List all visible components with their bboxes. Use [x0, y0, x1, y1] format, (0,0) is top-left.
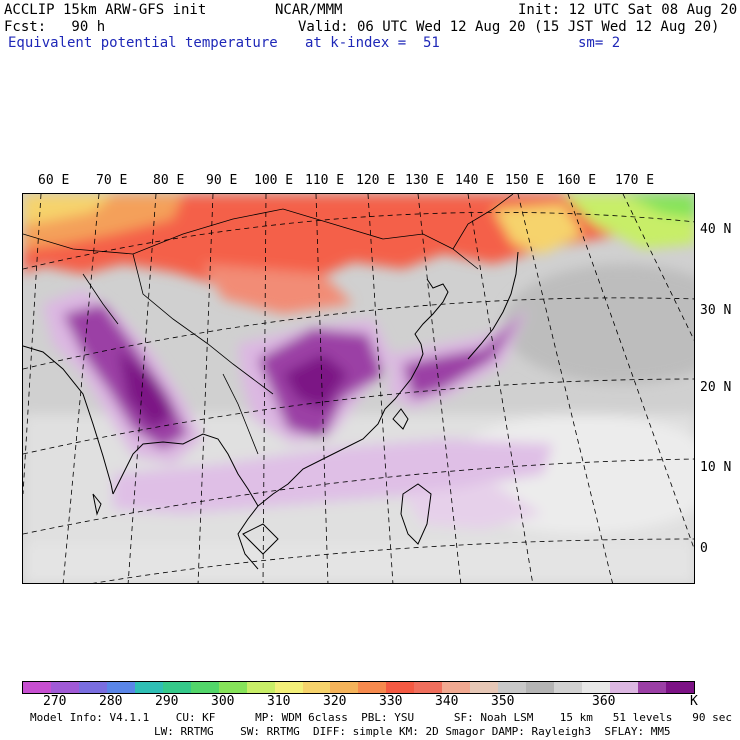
colorbar-swatch [134, 682, 163, 693]
colorbar-swatch [498, 682, 527, 693]
colorbar-swatch [665, 682, 694, 693]
colorbar-label: 340 [435, 694, 459, 709]
colorbar-label: 350 [491, 694, 515, 709]
colorbar-swatch [582, 682, 611, 693]
colorbar-swatch [50, 682, 79, 693]
valid-time: Valid: 06 UTC Wed 12 Aug 20 (15 JST Wed … [298, 19, 720, 35]
colorbar-swatch [106, 682, 135, 693]
colorbar-swatch [190, 682, 219, 693]
colorbar-unit: K [690, 694, 698, 709]
lon-label: 170 E [615, 173, 655, 188]
lon-label: 120 E [356, 173, 396, 188]
lon-label: 150 E [505, 173, 545, 188]
lat-label: 20 N [700, 380, 732, 395]
lon-label: 160 E [557, 173, 597, 188]
lat-label: 0 [700, 541, 708, 556]
lat-label: 40 N [700, 222, 732, 237]
colorbar-swatch [554, 682, 583, 693]
model-info-line1: Model Info: V4.1.1 CU: KF MP: WDM 6class… [30, 711, 732, 724]
colorbar-swatch [610, 682, 638, 693]
field-name: Equivalent potential temperature [8, 35, 278, 51]
lat-lon-grid [23, 194, 694, 583]
smoothing-label: sm= 2 [578, 35, 621, 51]
lon-label: 80 E [153, 173, 185, 188]
colorbar-swatch [442, 682, 471, 693]
lon-label: 60 E [38, 173, 70, 188]
colorbar-swatch [358, 682, 387, 693]
colorbar-label: 270 [43, 694, 67, 709]
model-title: ACCLIP 15km ARW-GFS init [4, 2, 207, 18]
colorbar-swatch [23, 682, 51, 693]
colorbar-swatch [246, 682, 275, 693]
colorbar [22, 681, 695, 694]
colorbar-label: 360 [592, 694, 616, 709]
colorbar-swatch [274, 682, 303, 693]
lon-label: 90 E [206, 173, 238, 188]
colorbar-swatch [78, 682, 107, 693]
colorbar-label: 320 [323, 694, 347, 709]
colorbar-swatch [470, 682, 499, 693]
lon-label: 100 E [254, 173, 294, 188]
colorbar-swatch [162, 682, 191, 693]
lon-label: 70 E [96, 173, 128, 188]
map-canvas [23, 194, 694, 583]
theta-e-map [22, 193, 695, 584]
field-shading [23, 194, 694, 583]
forecast-hour: Fcst: 90 h [4, 19, 106, 35]
colorbar-label: 290 [155, 694, 179, 709]
lon-label: 110 E [305, 173, 345, 188]
level-label: at k-index = 51 [305, 35, 440, 51]
org-label: NCAR/MMM [275, 2, 343, 18]
colorbar-swatch [414, 682, 443, 693]
colorbar-label: 280 [99, 694, 123, 709]
colorbar-swatch [637, 682, 666, 693]
colorbar-label: 310 [267, 694, 291, 709]
colorbar-swatch [386, 682, 415, 693]
init-time: Init: 12 UTC Sat 08 Aug 20 [518, 2, 738, 18]
colorbar-swatch [330, 682, 359, 693]
lat-label: 30 N [700, 303, 732, 318]
lon-label: 140 E [455, 173, 495, 188]
political-boundaries [23, 194, 514, 455]
lat-label: 10 N [700, 460, 732, 475]
lon-label: 130 E [405, 173, 445, 188]
colorbar-swatch [302, 682, 331, 693]
colorbar-label: 300 [211, 694, 235, 709]
colorbar-swatch [218, 682, 247, 693]
coastlines [23, 251, 519, 570]
model-info-line2: LW: RRTMG SW: RRTMG DIFF: simple KM: 2D … [154, 725, 671, 738]
colorbar-swatch [526, 682, 555, 693]
colorbar-label: 330 [379, 694, 403, 709]
